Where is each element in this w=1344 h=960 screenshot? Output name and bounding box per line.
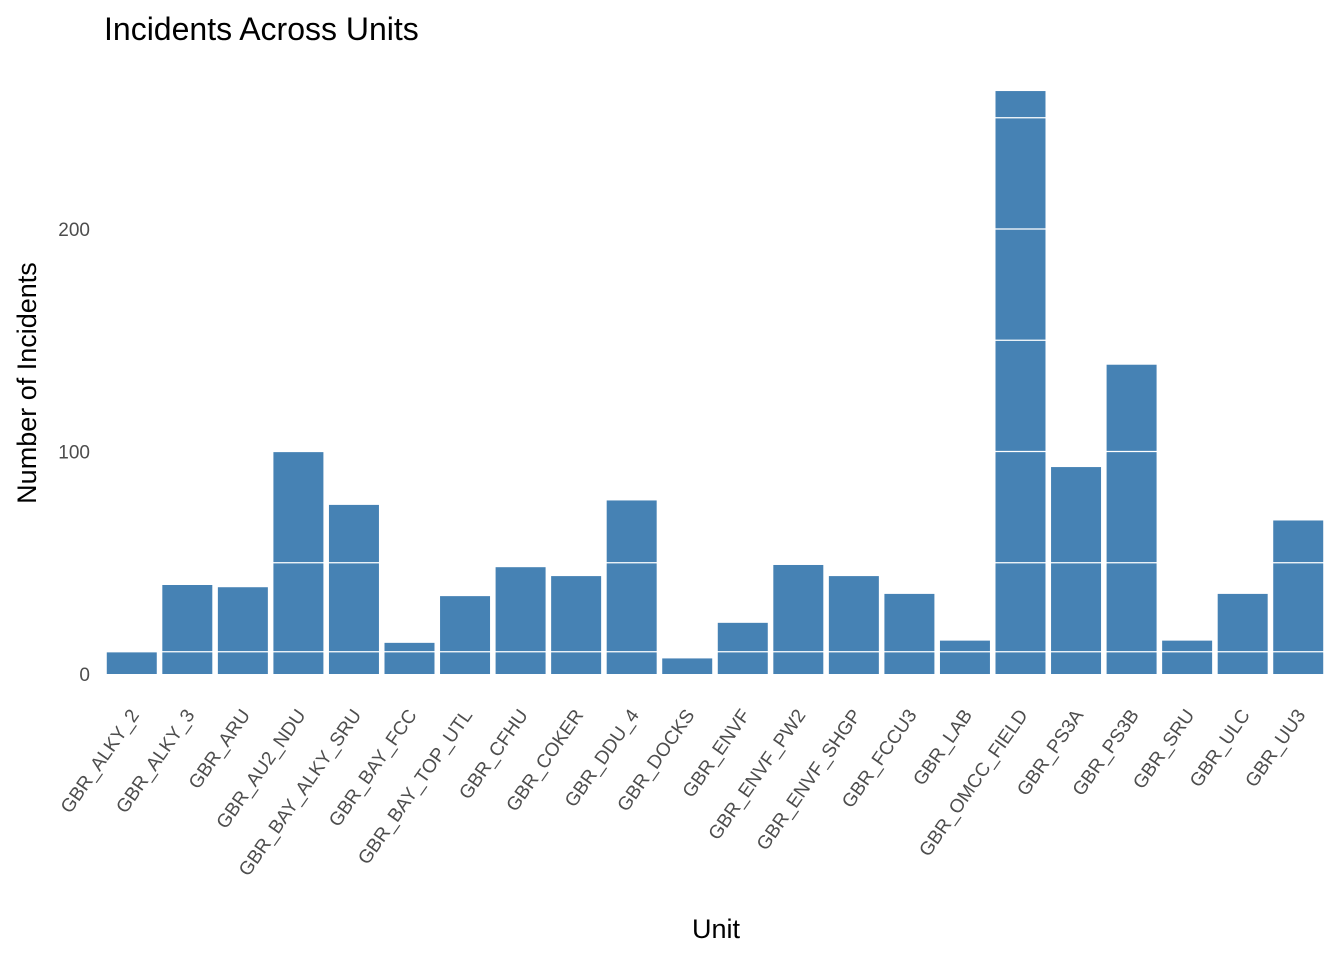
bar-gbr-bay-top-utl — [440, 596, 491, 675]
bars-layer — [106, 91, 1324, 675]
bar-gbr-fccu3 — [884, 593, 935, 674]
bar-gbr-cfhu — [495, 567, 546, 674]
bar-gbr-envf — [717, 622, 768, 675]
bar-gbr-coker — [551, 576, 602, 674]
bar-gbr-docks — [662, 658, 713, 674]
bar-gbr-aru — [217, 587, 268, 675]
x-tick-label: GBR_OMCC_FIELD — [915, 706, 1032, 861]
y-tick-label: 100 — [58, 443, 90, 464]
bar-gbr-sru — [1162, 640, 1213, 675]
bar-gbr-ulc — [1217, 593, 1268, 674]
chart-title: Incidents Across Units — [104, 11, 419, 47]
gridline-overlay — [104, 117, 1326, 653]
x-axis-ticks: GBR_ALKY_2GBR_ALKY_3GBR_ARUGBR_AU2_NDUGB… — [57, 705, 1310, 880]
bar-gbr-bay-fcc — [384, 642, 435, 674]
bar-gbr-omcc-field — [995, 91, 1046, 675]
bar-gbr-envf-shgp — [828, 576, 879, 674]
x-tick-label: GBR_ENVF_SHGP — [753, 706, 866, 855]
bar-gbr-uu3 — [1273, 520, 1324, 675]
x-tick-label: GBR_ENVF_PW2 — [705, 706, 811, 844]
bar-gbr-lab — [939, 640, 990, 675]
bar-gbr-alky-2 — [106, 651, 157, 674]
y-axis-ticks: 0 100 200 — [58, 220, 90, 686]
bar-gbr-envf-pw2 — [773, 564, 824, 675]
bar-gbr-bay-alky-sru — [328, 504, 379, 674]
bar-gbr-ps3a — [1051, 467, 1102, 674]
y-tick-label: 200 — [58, 220, 90, 241]
bar-gbr-ddu-4 — [606, 500, 657, 674]
y-tick-label: 0 — [79, 665, 90, 686]
x-axis-title: Unit — [692, 914, 741, 944]
bar-gbr-alky-3 — [162, 585, 213, 674]
bar-gbr-ps3b — [1106, 364, 1157, 674]
y-axis-title: Number of Incidents — [12, 262, 42, 504]
